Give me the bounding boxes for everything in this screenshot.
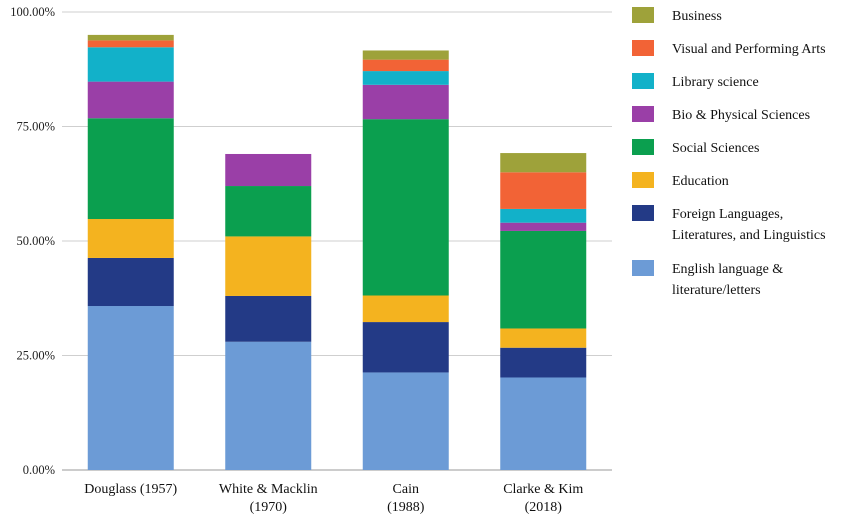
legend-label: Bio & Physical Sciences: [672, 108, 811, 123]
bar-segment: [500, 328, 587, 348]
x-axis-category-labels: Douglass (1957) White & Macklin (1970) Cain…: [84, 482, 583, 515]
bar-segment: [362, 119, 449, 296]
bar-segment: [362, 71, 449, 85]
bar-segment: [500, 172, 587, 209]
legend-label: Visual and Performing Arts: [672, 42, 826, 57]
bar-segment: [225, 295, 312, 342]
legend-item: Education: [632, 171, 729, 192]
legend-label: Social Sciences: [672, 141, 760, 156]
y-tick-label: 100.00%: [10, 5, 55, 19]
legend-swatch: [632, 139, 654, 155]
y-axis-tick-labels: 0.00% 25.00% 50.00% 75.00% 100.00%: [10, 5, 55, 477]
legend-label: Foreign Languages, Literatures, and Ling…: [672, 207, 826, 243]
bar-segment: [362, 84, 449, 120]
bar-segment: [87, 81, 174, 119]
legend-swatch: [632, 40, 654, 56]
bar-segment: [362, 372, 449, 470]
legend-item: Business: [632, 6, 722, 27]
bar-segment: [225, 153, 312, 187]
bar-segment: [362, 295, 449, 323]
bar-segment: [225, 341, 312, 470]
bar-segment: [500, 347, 587, 378]
legend-item: Bio & Physical Sciences: [632, 105, 810, 126]
bar-segment: [500, 153, 587, 173]
y-tick-label: 0.00%: [23, 463, 55, 477]
legend-label: Library science: [672, 75, 759, 90]
bar-segment: [87, 47, 174, 82]
legend-label: English language & literature/letters: [672, 262, 784, 298]
legend-item: Visual and Performing Arts: [632, 39, 826, 60]
y-tick-label: 50.00%: [16, 234, 55, 248]
bar-segment: [87, 219, 174, 258]
legend-swatch: [632, 172, 654, 188]
legend-item: Library science: [632, 72, 759, 93]
x-category-label: (1970): [250, 500, 288, 515]
bar-segment: [87, 257, 174, 307]
x-category-label: Clarke & Kim: [503, 482, 583, 497]
legend-swatch: [632, 73, 654, 89]
legend-swatch: [632, 260, 654, 276]
bars: [87, 34, 587, 470]
bar-segment: [225, 186, 312, 237]
legend-label: Business: [672, 9, 722, 24]
x-category-label: (1988): [387, 500, 425, 515]
bar-segment: [500, 208, 587, 223]
x-category-label: Cain: [393, 482, 419, 497]
legend-label: Education: [672, 174, 729, 189]
x-category-label: (2018): [525, 500, 563, 515]
legend-swatch: [632, 205, 654, 221]
legend-swatch: [632, 7, 654, 23]
legend-item: Foreign Languages, Literatures, and Ling…: [632, 204, 826, 246]
bar-segment: [362, 50, 449, 60]
x-category-label: White & Macklin: [219, 482, 318, 497]
legend-item: English language & literature/letters: [632, 259, 783, 301]
bar-segment: [87, 118, 174, 220]
bar-segment: [500, 377, 587, 470]
bar-segment: [87, 306, 174, 470]
y-tick-label: 25.00%: [16, 349, 55, 363]
bar-segment: [500, 222, 587, 231]
legend-swatch: [632, 106, 654, 122]
bar-segment: [87, 34, 174, 41]
x-category-label: Douglass (1957): [84, 482, 177, 497]
bar-segment: [500, 230, 587, 329]
bar-segment: [362, 322, 449, 373]
y-tick-label: 75.00%: [16, 120, 55, 134]
bar-segment: [87, 40, 174, 48]
bar-segment: [362, 59, 449, 72]
legend-item: Social Sciences: [632, 138, 759, 159]
bar-segment: [225, 236, 312, 296]
